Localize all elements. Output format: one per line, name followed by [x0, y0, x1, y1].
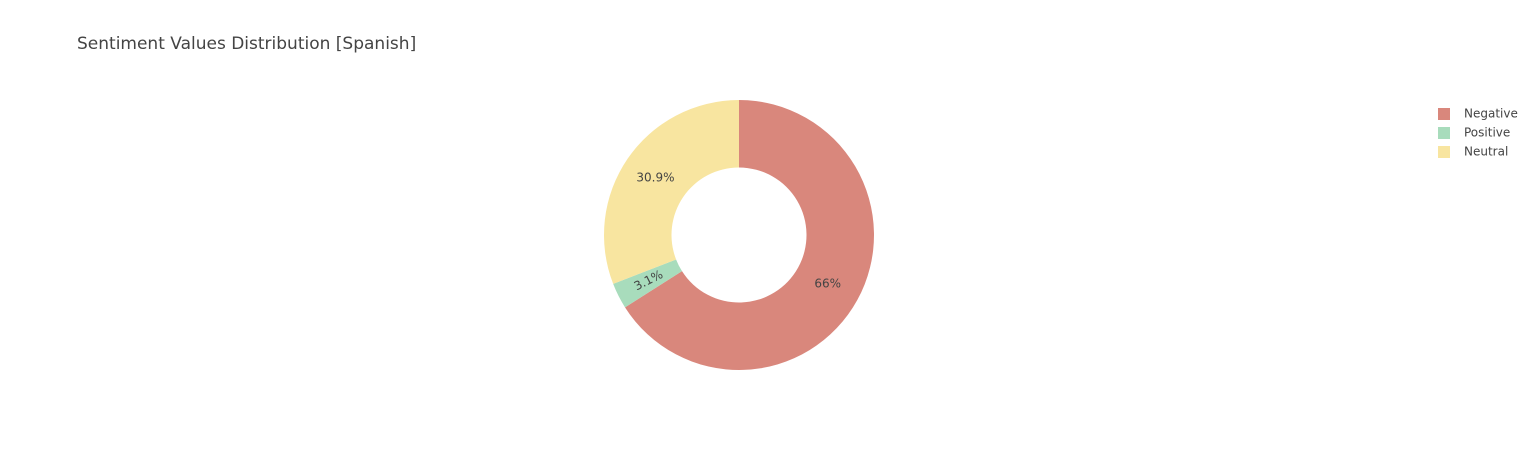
legend-label: Neutral — [1464, 145, 1508, 159]
pie-slice — [625, 100, 874, 371]
pie-slice — [604, 100, 739, 284]
slice-label: 66% — [814, 276, 841, 290]
legend-swatch — [1438, 127, 1450, 139]
legend-swatch — [1438, 146, 1450, 158]
legend-label: Negative — [1464, 107, 1518, 121]
legend-swatch — [1438, 108, 1450, 120]
legend-label: Positive — [1464, 126, 1510, 140]
pie-slice — [613, 259, 683, 308]
chart-title: Sentiment Values Distribution [Spanish] — [77, 34, 416, 54]
slice-label: 30.9% — [636, 170, 674, 184]
